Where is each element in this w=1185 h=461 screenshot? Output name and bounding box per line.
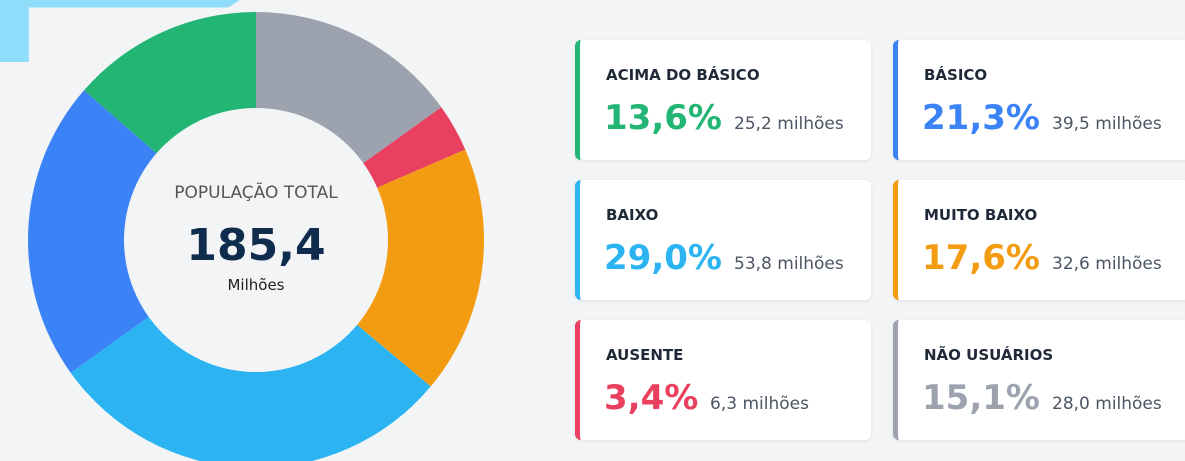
card-secondary: 28,0 milhões (1052, 394, 1162, 414)
card-percent: 29,0% (604, 238, 722, 278)
category-card: ACIMA DO BÁSICO 13,6% 25,2 milhões (575, 40, 871, 160)
card-title: AUSENTE (606, 346, 684, 364)
donut-hole (124, 108, 388, 372)
category-card: BÁSICO 21,3% 39,5 milhões (893, 40, 1185, 160)
center-value: 185,4 (186, 220, 325, 271)
card-title: BAIXO (606, 206, 659, 224)
card-secondary: 39,5 milhões (1052, 114, 1162, 134)
category-card: MUITO BAIXO 17,6% 32,6 milhões (893, 180, 1185, 300)
card-title: BÁSICO (924, 66, 988, 84)
card-percent: 3,4% (604, 378, 699, 418)
card-percent: 13,6% (604, 98, 722, 138)
donut-slice (28, 90, 158, 373)
category-card: BAIXO 29,0% 53,8 milhões (575, 180, 871, 300)
donut-slice (256, 12, 442, 165)
donut-slice (70, 315, 431, 461)
card-secondary: 25,2 milhões (734, 114, 844, 134)
card-title: MUITO BAIXO (924, 206, 1038, 224)
card-secondary: 53,8 milhões (734, 254, 844, 274)
category-card: NÃO USUÁRIOS 15,1% 28,0 milhões (893, 320, 1185, 440)
card-percent: 21,3% (922, 98, 1040, 138)
donut-slice (355, 149, 484, 387)
category-card: AUSENTE 3,4% 6,3 milhões (575, 320, 871, 440)
donut-slice (361, 107, 466, 189)
card-secondary: 32,6 milhões (1052, 254, 1162, 274)
center-unit: Milhões (227, 276, 284, 294)
center-title: POPULAÇÃO TOTAL (174, 181, 338, 203)
card-percent: 15,1% (922, 378, 1040, 418)
card-percent: 17,6% (922, 238, 1040, 278)
card-secondary: 6,3 milhões (710, 394, 809, 414)
donut-slice (84, 12, 256, 155)
donut-chart: POPULAÇÃO TOTAL 185,4 Milhões (28, 12, 484, 461)
card-title: NÃO USUÁRIOS (924, 346, 1054, 364)
card-title: ACIMA DO BÁSICO (606, 66, 760, 84)
